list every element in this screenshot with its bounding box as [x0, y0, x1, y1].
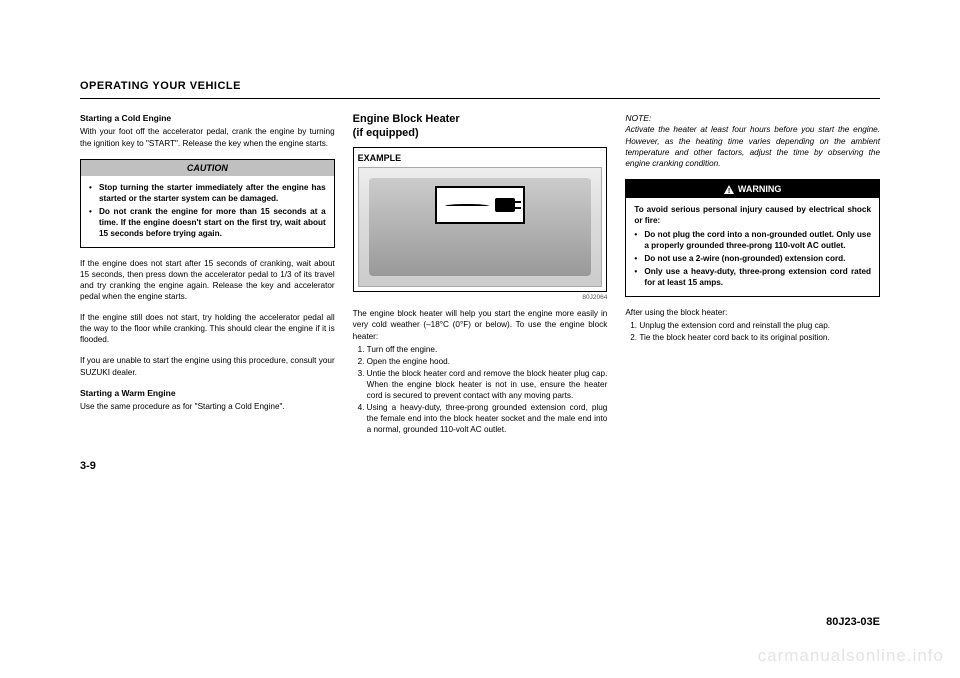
- warning-item: Only use a heavy-duty, three-prong exten…: [634, 266, 871, 288]
- column-1: Starting a Cold Engine With your foot of…: [80, 113, 335, 436]
- heater-step: Turn off the engine.: [367, 344, 608, 355]
- warning-item: Do not use a 2-wire (non-grounded) exten…: [634, 253, 871, 264]
- column-3: NOTE: Activate the heater at least four …: [625, 113, 880, 436]
- image-code: 80J2064: [353, 294, 608, 303]
- cold-engine-title: Starting a Cold Engine: [80, 113, 335, 124]
- cold-engine-body: With your foot off the accelerator pedal…: [80, 126, 335, 148]
- heater-step: Using a heavy-duty, three-prong grounded…: [367, 402, 608, 435]
- page-number: 3-9: [80, 460, 880, 472]
- document-code: 80J23-03E: [826, 616, 880, 628]
- note-body: Activate the heater at least four hours …: [625, 124, 880, 168]
- after-step: Tie the block heater cord back to its or…: [639, 332, 880, 343]
- plug-callout: [435, 186, 525, 224]
- warning-label: WARNING: [738, 184, 782, 194]
- note-title: NOTE:: [625, 113, 880, 124]
- warning-box: ! WARNING To avoid serious personal inju…: [625, 179, 880, 298]
- after-use-intro: After using the block heater:: [625, 307, 880, 318]
- engine-bay-image: [358, 167, 603, 287]
- caution-item: Do not crank the engine for more than 15…: [89, 206, 326, 239]
- plug-icon: [445, 194, 515, 216]
- caution-body: Stop turning the starter immediately aft…: [81, 176, 334, 247]
- watermark: carmanualsonline.info: [758, 646, 944, 666]
- cold-engine-p4: If you are unable to start the engine us…: [80, 355, 335, 377]
- block-heater-title: Engine Block Heater (if equipped): [353, 113, 608, 141]
- cold-engine-p2: If the engine does not start after 15 se…: [80, 258, 335, 302]
- cold-engine-p3: If the engine still does not start, try …: [80, 312, 335, 345]
- after-step: Unplug the extension cord and reinstall …: [639, 320, 880, 331]
- caution-item: Stop turning the starter immediately aft…: [89, 182, 326, 204]
- column-2: Engine Block Heater (if equipped) EXAMPL…: [353, 113, 608, 436]
- header-rule: [80, 98, 880, 99]
- svg-text:!: !: [728, 188, 730, 194]
- title-line2: (if equipped): [353, 127, 419, 139]
- warning-intro: To avoid serious personal injury caused …: [634, 204, 871, 226]
- page-header: OPERATING YOUR VEHICLE: [80, 80, 880, 92]
- warning-item: Do not plug the cord into a non-grounded…: [634, 229, 871, 251]
- example-label: EXAMPLE: [358, 152, 603, 164]
- warm-engine-title: Starting a Warm Engine: [80, 388, 335, 399]
- content-columns: Starting a Cold Engine With your foot of…: [80, 113, 880, 436]
- title-line1: Engine Block Heater: [353, 113, 460, 125]
- warm-engine-body: Use the same procedure as for "Starting …: [80, 401, 335, 412]
- warning-header: ! WARNING: [626, 180, 879, 198]
- heater-step: Open the engine hood.: [367, 356, 608, 367]
- caution-box: CAUTION Stop turning the starter immedia…: [80, 159, 335, 248]
- heater-intro: The engine block heater will help you st…: [353, 308, 608, 341]
- heater-step: Untie the block heater cord and remove t…: [367, 368, 608, 401]
- warning-icon: !: [724, 185, 734, 194]
- heater-steps: Turn off the engine. Open the engine hoo…: [353, 344, 608, 436]
- after-use-steps: Unplug the extension cord and reinstall …: [625, 320, 880, 343]
- example-figure: EXAMPLE: [353, 147, 608, 292]
- warning-body: To avoid serious personal injury caused …: [626, 198, 879, 296]
- caution-header: CAUTION: [81, 160, 334, 176]
